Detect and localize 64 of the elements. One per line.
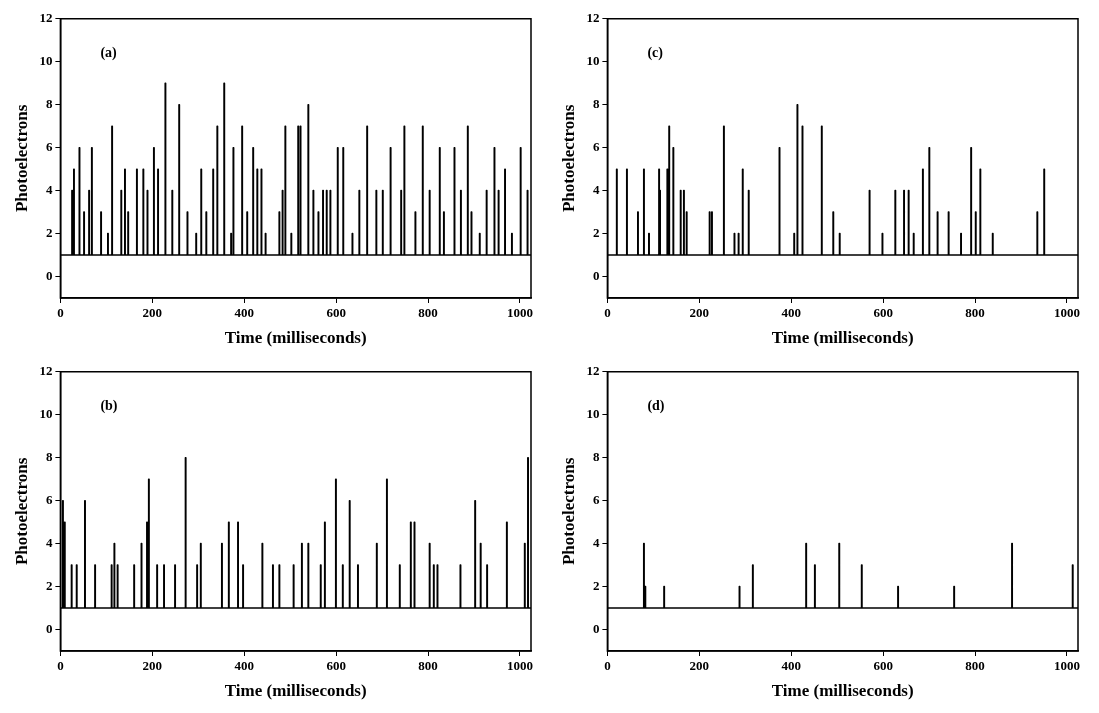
x-tick-label: 1000 xyxy=(1053,658,1080,674)
x-tick-label: 600 xyxy=(326,658,346,674)
y-axis-title: Photoelectrons xyxy=(11,104,31,213)
y-tick-label: 10 xyxy=(586,406,600,422)
x-tick-label: 0 xyxy=(57,305,64,321)
x-axis-title: Time (milliseconds) xyxy=(771,681,914,701)
y-tick-label: 12 xyxy=(586,363,600,379)
y-tick-label: 0 xyxy=(592,620,600,636)
x-axis-title: Time (milliseconds) xyxy=(224,328,367,348)
y-tick-label: 12 xyxy=(586,10,600,26)
y-tick-label: 4 xyxy=(592,181,600,197)
x-tick-label: 600 xyxy=(873,658,893,674)
x-tick-label: 400 xyxy=(781,305,801,321)
y-tick-label: 10 xyxy=(39,406,53,422)
y-tick-label: 0 xyxy=(45,267,53,283)
y-tick-label: 8 xyxy=(45,96,53,112)
x-axis-title: Time (milliseconds) xyxy=(224,681,367,701)
annotation: (d) xyxy=(647,398,665,415)
annotation: (b) xyxy=(100,398,118,415)
x-tick-label: 1000 xyxy=(506,658,533,674)
x-tick-label: 1000 xyxy=(506,305,533,321)
y-tick-label: 6 xyxy=(45,139,53,155)
y-axis-title: Photoelectrons xyxy=(558,457,578,566)
x-axis-title: Time (milliseconds) xyxy=(771,328,914,348)
y-tick-label: 0 xyxy=(592,267,600,283)
y-tick-label: 12 xyxy=(39,10,53,26)
x-tick-label: 800 xyxy=(965,305,985,321)
x-tick-label: 0 xyxy=(604,305,611,321)
x-tick-label: 800 xyxy=(965,658,985,674)
x-tick-label: 0 xyxy=(57,658,64,674)
y-tick-label: 8 xyxy=(592,96,600,112)
x-tick-label: 400 xyxy=(234,658,254,674)
x-tick-label: 600 xyxy=(326,305,346,321)
x-tick-label: 0 xyxy=(604,658,611,674)
x-tick-label: 800 xyxy=(418,658,438,674)
y-tick-label: 10 xyxy=(586,53,600,69)
annotation: (a) xyxy=(100,45,118,62)
y-tick-label: 6 xyxy=(592,139,600,155)
x-tick-label: 200 xyxy=(689,658,710,674)
y-tick-label: 2 xyxy=(45,577,53,593)
x-tick-label: 800 xyxy=(418,305,438,321)
y-axis-title: Photoelectrons xyxy=(11,457,31,566)
x-tick-label: 400 xyxy=(781,658,801,674)
y-tick-label: 4 xyxy=(45,181,53,197)
y-tick-label: 2 xyxy=(45,224,53,240)
y-tick-label: 2 xyxy=(592,224,600,240)
y-tick-label: 4 xyxy=(592,534,600,550)
y-tick-label: 4 xyxy=(45,534,53,550)
x-tick-label: 1000 xyxy=(1053,305,1080,321)
y-tick-label: 8 xyxy=(45,449,53,465)
y-tick-label: 8 xyxy=(592,449,600,465)
x-tick-label: 600 xyxy=(873,305,893,321)
x-tick-label: 200 xyxy=(142,658,163,674)
annotation: (c) xyxy=(647,45,664,62)
y-tick-label: 10 xyxy=(39,53,53,69)
x-tick-label: 400 xyxy=(234,305,254,321)
x-tick-label: 200 xyxy=(142,305,163,321)
y-tick-label: 2 xyxy=(592,577,600,593)
y-axis-title: Photoelectrons xyxy=(558,104,578,213)
y-tick-label: 6 xyxy=(45,492,53,508)
y-tick-label: 0 xyxy=(45,620,53,636)
y-tick-label: 6 xyxy=(592,492,600,508)
x-tick-label: 200 xyxy=(689,305,710,321)
y-tick-label: 12 xyxy=(39,363,53,379)
